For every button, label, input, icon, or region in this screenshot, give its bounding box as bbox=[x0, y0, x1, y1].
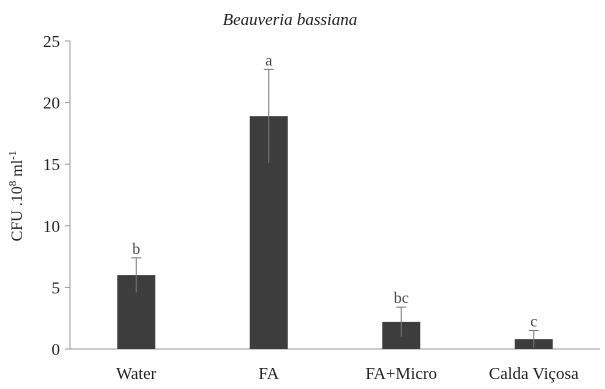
bars: b a bc c bbox=[117, 52, 553, 349]
significance-label: b bbox=[132, 241, 140, 258]
significance-label: a bbox=[265, 52, 272, 69]
y-tick-label: 25 bbox=[43, 32, 60, 51]
y-axis-label-mid: ml bbox=[9, 159, 26, 180]
y-axis-label: CFU .108 ml-1 bbox=[7, 151, 26, 242]
y-tick-label: 15 bbox=[43, 155, 60, 174]
chart-title: Beauveria bassiana bbox=[223, 10, 358, 29]
y-tick-label: 0 bbox=[52, 340, 61, 359]
x-tick-label: Water bbox=[116, 364, 156, 383]
y-tick-label: 10 bbox=[43, 217, 60, 236]
y-axis: 0 5 10 15 20 25 bbox=[43, 32, 71, 359]
x-tick-label: Calda Viçosa bbox=[489, 364, 579, 383]
x-axis: Water FA FA+Micro Calda Viçosa bbox=[70, 348, 600, 383]
y-tick-label: 20 bbox=[43, 94, 60, 113]
y-axis-label-main: CFU .10 bbox=[9, 186, 26, 241]
y-axis-label-sup1: 8 bbox=[7, 180, 19, 186]
y-axis-label-sup2: -1 bbox=[7, 151, 19, 160]
y-tick-label: 5 bbox=[52, 278, 61, 297]
x-tick-label: FA+Micro bbox=[365, 364, 437, 383]
x-tick-label: FA bbox=[259, 364, 280, 383]
significance-label: bc bbox=[394, 290, 409, 307]
significance-label: c bbox=[530, 314, 537, 331]
